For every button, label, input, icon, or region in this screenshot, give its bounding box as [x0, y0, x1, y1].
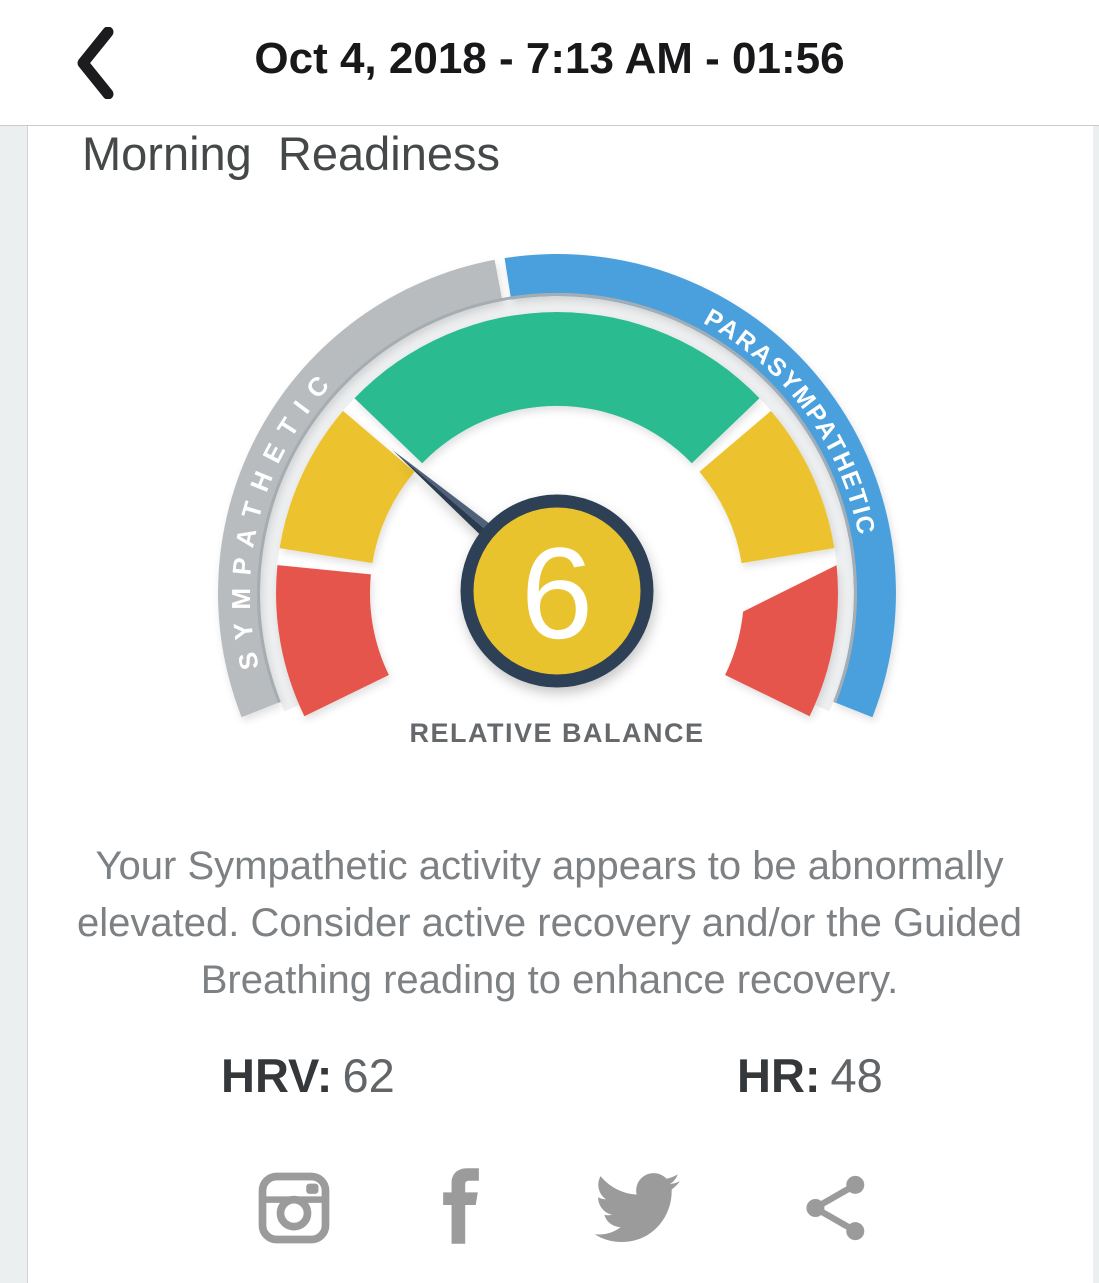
back-button[interactable]	[60, 22, 130, 104]
gauge-svg: SYMPATHETIC PARASYMPATHETIC 6 RELATIVE B…	[218, 254, 896, 748]
share-facebook-button[interactable]	[440, 1168, 482, 1249]
hr-label: HR:	[737, 1049, 821, 1102]
instagram-icon	[258, 1172, 330, 1244]
hr-value: 48	[830, 1049, 883, 1102]
gauge-zone-yellow-right	[699, 410, 835, 564]
share-twitter-button[interactable]	[594, 1172, 680, 1249]
gauge-zone-red-left	[276, 565, 389, 717]
nav-header: Oct 4, 2018 - 7:13 AM - 01:56	[0, 0, 1099, 126]
facebook-icon	[443, 1168, 479, 1244]
gauge-center-disc	[460, 494, 654, 688]
chevron-left-icon	[77, 27, 114, 99]
page-title: Oct 4, 2018 - 7:13 AM - 01:56	[254, 34, 845, 83]
section-title: Morning Readiness	[82, 127, 500, 180]
readiness-gauge: SYMPATHETIC PARASYMPATHETIC 6 RELATIVE B…	[177, 225, 937, 775]
gauge-track-parasympathetic	[504, 254, 896, 718]
share-generic-button[interactable]	[800, 1172, 872, 1249]
readiness-summary: Your Sympathetic activity appears to be …	[77, 844, 1022, 1002]
left-gutter	[0, 126, 28, 1283]
hr-metric: HR: 48	[737, 1048, 883, 1103]
hrv-metric: HRV: 62	[221, 1048, 395, 1103]
gauge-caption: RELATIVE BALANCE	[409, 718, 704, 748]
hrv-label: HRV:	[221, 1049, 333, 1102]
gauge-value: 6	[521, 520, 593, 666]
share-instagram-button[interactable]	[258, 1172, 330, 1249]
hrv-value: 62	[342, 1049, 395, 1102]
gauge-zone-green	[354, 312, 760, 464]
gauge-zone-yellow-left	[279, 410, 415, 564]
right-gutter	[1092, 126, 1099, 1283]
twitter-icon	[594, 1173, 680, 1242]
gauge-zone-red-right	[725, 565, 838, 717]
gauge-track-inner-edge	[257, 293, 857, 703]
share-icon	[806, 1175, 865, 1241]
